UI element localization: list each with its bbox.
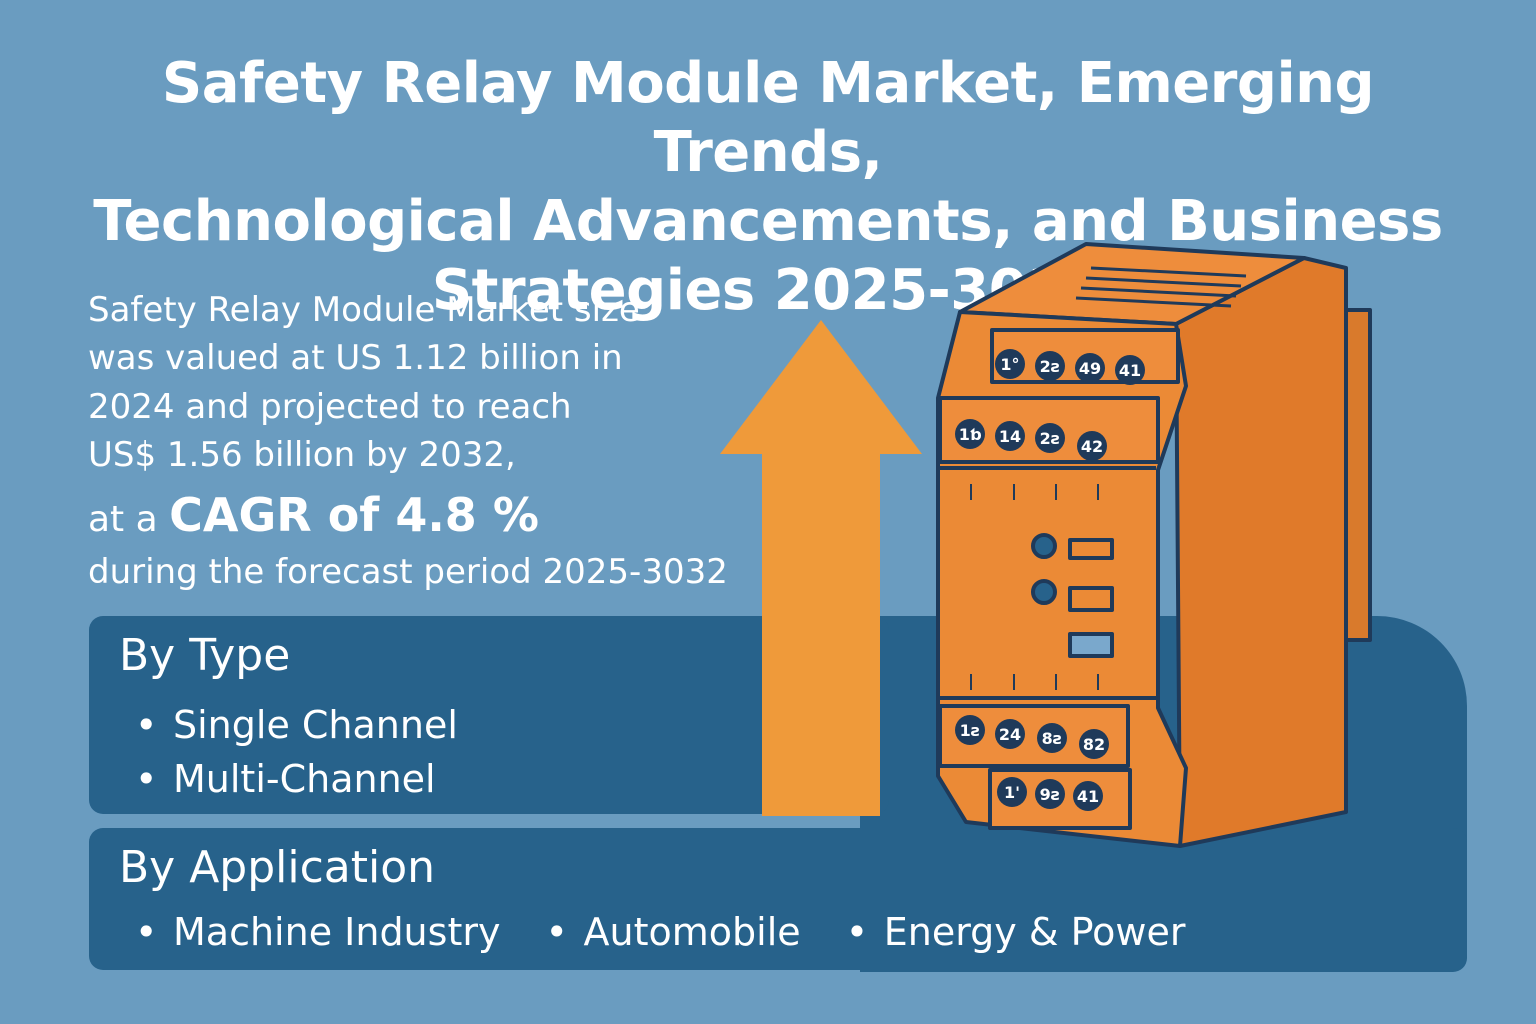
by-application-panel: By Application Machine Industry Automobi… — [89, 828, 1467, 970]
desc-line-1: Safety Relay Module Market size — [88, 290, 640, 330]
terminal-bottom-1: 1ƨ — [960, 721, 981, 740]
terminal-second-2: 14 — [999, 427, 1021, 446]
cagr-value: CAGR of 4.8 % — [169, 488, 539, 543]
cagr-prefix: at a — [88, 499, 158, 541]
market-description: Safety Relay Module Market size was valu… — [88, 286, 778, 597]
app-item-automobile: Automobile — [546, 910, 801, 954]
terminal-second-4: 42 — [1081, 437, 1103, 456]
terminal-bottom-2: 24 — [999, 725, 1021, 744]
desc-line-2: was valued at US 1.12 billion in — [88, 338, 623, 379]
terminal-second-3: 2ƨ — [1040, 429, 1061, 448]
type-item-single-channel: Single Channel — [135, 698, 458, 752]
title-line-1: Safety Relay Module Market, Emerging Tre… — [161, 51, 1375, 185]
desc-line-3: 2024 and projected to reach — [88, 386, 572, 427]
desc-line-4: US$ 1.56 billion by 2032, — [88, 434, 516, 475]
app-item-machine-industry: Machine Industry — [135, 910, 500, 954]
app-item-energy-power: Energy & Power — [846, 910, 1186, 954]
terminal-top-3: 49 — [1079, 359, 1101, 378]
by-type-list: Single Channel Multi-Channel — [135, 698, 458, 806]
page-title: Safety Relay Module Market, Emerging Tre… — [40, 50, 1496, 326]
terminal-top-1: 1° — [1000, 355, 1019, 374]
terminal-base-3: 41 — [1077, 787, 1099, 806]
desc-line-6: during the forecast period 2025-3032 — [88, 552, 728, 593]
terminal-top-4: 41 — [1119, 361, 1141, 380]
by-type-panel: By Type Single Channel Multi-Channel — [89, 616, 889, 814]
up-arrow-icon — [720, 320, 922, 816]
terminal-base-1: 1' — [1004, 783, 1020, 802]
terminal-base-2: 9ƨ — [1040, 785, 1061, 804]
by-application-list: Machine Industry Automobile Energy & Pow… — [135, 910, 1225, 954]
by-application-heading: By Application — [119, 842, 436, 893]
terminal-bottom-3: 8ƨ — [1042, 729, 1063, 748]
terminal-second-1: 1ƅ — [959, 425, 982, 444]
cagr-line: at a CAGR of 4.8 % — [88, 483, 778, 548]
by-type-heading: By Type — [119, 630, 291, 681]
safety-relay-module-icon: 1° 2ƨ 49 41 1ƅ 14 2ƨ 42 1ƨ 24 8ƨ 82 1' 9… — [936, 242, 1372, 848]
terminal-bottom-4: 82 — [1083, 735, 1105, 754]
terminal-top-2: 2ƨ — [1040, 357, 1061, 376]
title-line-2: Technological Advancements, and Business — [93, 188, 1443, 254]
type-item-multi-channel: Multi-Channel — [135, 752, 458, 806]
